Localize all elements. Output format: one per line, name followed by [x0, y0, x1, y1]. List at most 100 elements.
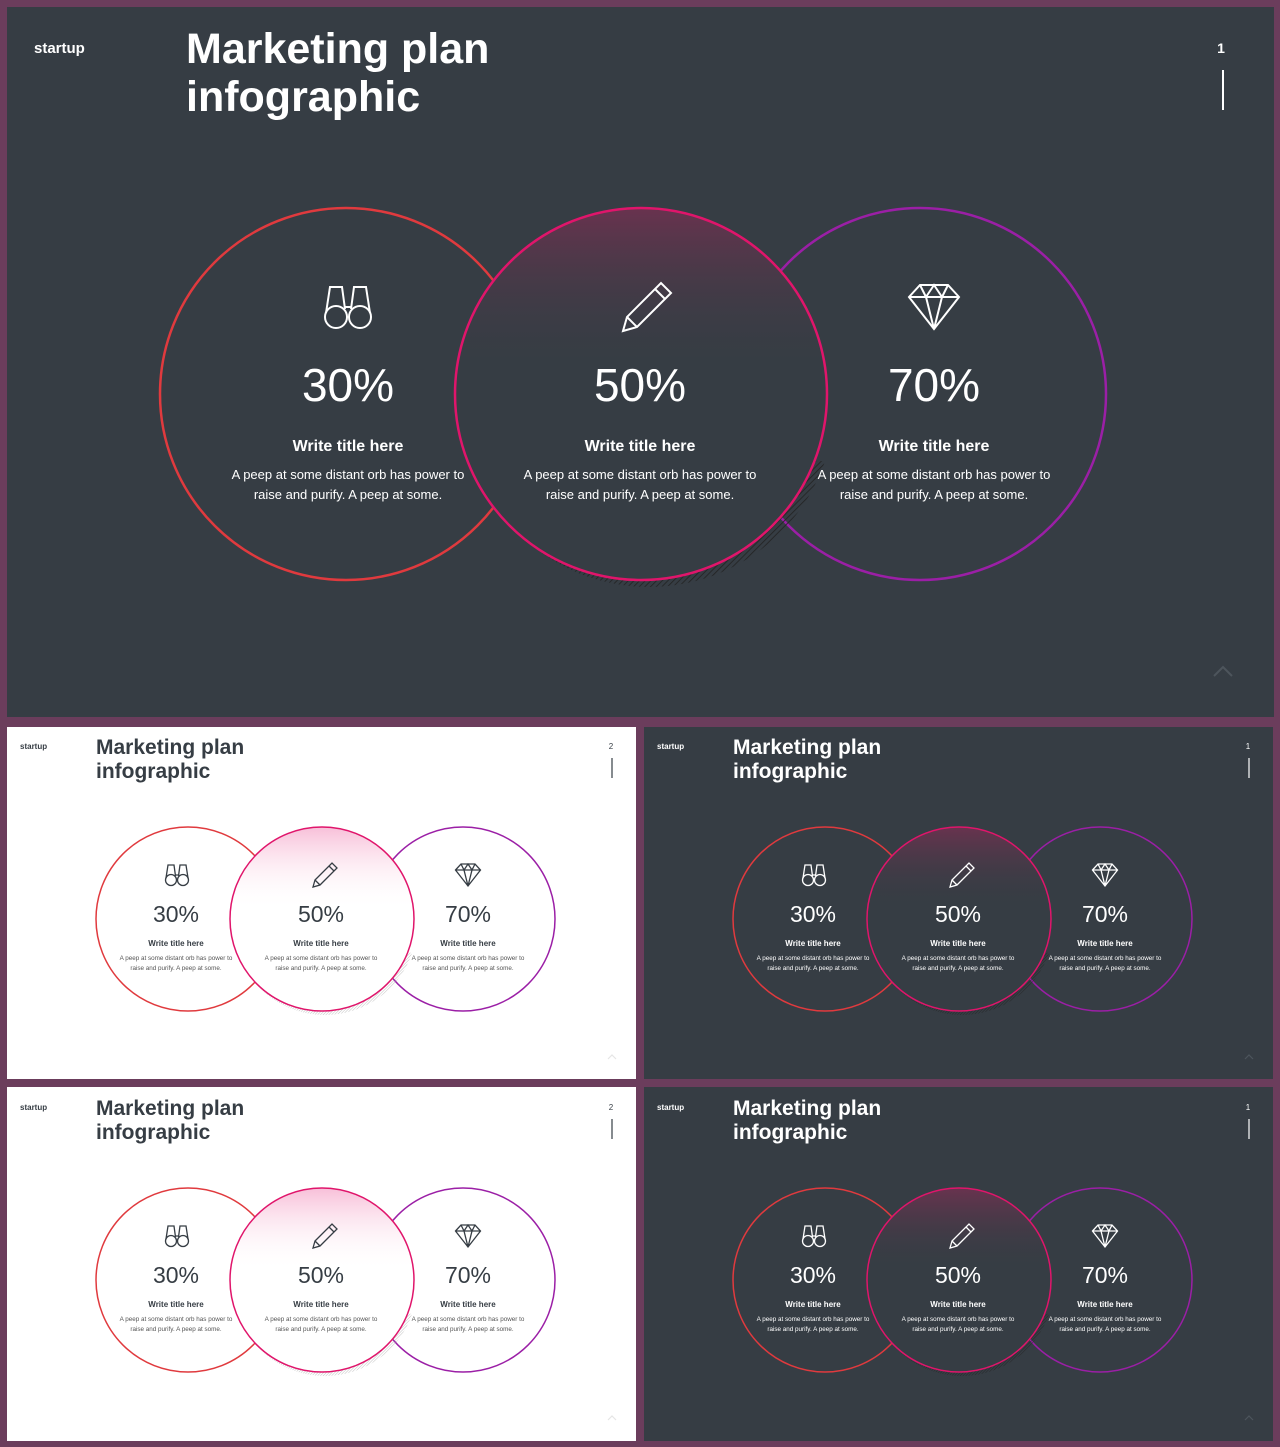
item-title: Write title here — [1077, 939, 1133, 948]
item-text-line2: raise and purify. A peep at some. — [254, 487, 442, 502]
slide-canvas: startup Marketing plan infographic 1 30%… — [657, 1097, 1254, 1421]
item-text-line1: A peep at some distant orb has power to — [902, 1316, 1015, 1323]
page-number: 1 — [1217, 40, 1225, 56]
slide-title-line1: Marketing plan — [733, 1097, 881, 1120]
brand-label: startup — [657, 1103, 684, 1112]
binoculars-icon — [164, 1225, 190, 1248]
page-number: 1 — [1246, 742, 1251, 751]
item-text-line1: A peep at some distant orb has power to — [265, 955, 378, 962]
circle-middle — [866, 1187, 1052, 1373]
slide-title-line2: infographic — [733, 1121, 848, 1144]
pencil-icon — [949, 862, 975, 888]
item-text-line1: A peep at some distant orb has power to — [120, 955, 233, 962]
slide-thumbnail[interactable]: startup Marketing plan infographic 1 30%… — [644, 1087, 1273, 1441]
item-title: Write title here — [293, 438, 404, 455]
item-text-line2: raise and purify. A peep at some. — [422, 965, 513, 972]
diamond-icon — [1091, 1223, 1119, 1249]
scroll-up-icon[interactable] — [1244, 1415, 1254, 1421]
brand-label: startup — [34, 40, 85, 57]
binoculars-icon — [324, 286, 372, 329]
circle-middle — [229, 1187, 415, 1373]
diamond-icon — [907, 283, 961, 331]
scroll-up-icon[interactable] — [1244, 1054, 1254, 1060]
slide-canvas: startup Marketing plan infographic 1 30%… — [657, 736, 1254, 1060]
scroll-up-icon[interactable] — [1213, 665, 1233, 677]
percent-value: 30% — [790, 901, 836, 927]
slide-title-line1: Marketing plan — [733, 736, 881, 759]
pencil-icon — [312, 862, 338, 888]
item-text-line2: raise and purify. A peep at some. — [275, 965, 366, 972]
item-title: Write title here — [440, 1300, 496, 1309]
item-text-line2: raise and purify. A peep at some. — [767, 965, 858, 972]
item-text-line2: raise and purify. A peep at some. — [422, 1326, 513, 1333]
item-text-line2: raise and purify. A peep at some. — [912, 1326, 1003, 1333]
item-text-line1: A peep at some distant orb has power to — [265, 1316, 378, 1323]
item-text-line1: A peep at some distant orb has power to — [412, 955, 525, 962]
slide-title-line2: infographic — [96, 760, 211, 783]
slide-title-line1: Marketing plan — [96, 736, 244, 759]
item-text-line2: raise and purify. A peep at some. — [1059, 1326, 1150, 1333]
pencil-icon — [949, 1223, 975, 1249]
item-title: Write title here — [148, 939, 204, 948]
item-title: Write title here — [1077, 1300, 1133, 1309]
percent-value: 50% — [935, 901, 981, 927]
venn-group — [95, 826, 556, 1016]
venn-group — [158, 206, 1108, 587]
slide-thumbnail[interactable]: startup Marketing plan infographic 2 30%… — [7, 1087, 636, 1441]
slide-canvas: startup Marketing plan infographic 2 30%… — [20, 1097, 617, 1421]
percent-value: 70% — [888, 359, 980, 411]
percent-value: 30% — [302, 359, 394, 411]
binoculars-icon — [164, 864, 190, 887]
venn-group — [95, 1187, 556, 1377]
item-text-line2: raise and purify. A peep at some. — [840, 487, 1028, 502]
percent-value: 30% — [790, 1262, 836, 1288]
item-text-line1: A peep at some distant orb has power to — [757, 1316, 870, 1323]
item-title: Write title here — [879, 438, 990, 455]
slide-title-line2: infographic — [96, 1121, 211, 1144]
item-title: Write title here — [930, 939, 986, 948]
diamond-icon — [454, 862, 482, 888]
pencil-icon — [621, 281, 673, 333]
scroll-up-icon[interactable] — [607, 1415, 617, 1421]
item-title: Write title here — [293, 939, 349, 948]
slide-canvas: startup Marketing plan infographic 1 30%… — [34, 25, 1233, 677]
brand-label: startup — [20, 742, 47, 751]
item-text-line1: A peep at some distant orb has power to — [902, 955, 1015, 962]
binoculars-icon — [801, 1225, 827, 1248]
item-title: Write title here — [293, 1300, 349, 1309]
percent-value: 70% — [445, 1262, 491, 1288]
circle-middle — [866, 826, 1052, 1012]
item-text-line2: raise and purify. A peep at some. — [912, 965, 1003, 972]
item-text-line2: raise and purify. A peep at some. — [546, 487, 734, 502]
brand-label: startup — [20, 1103, 47, 1112]
percent-value: 50% — [298, 901, 344, 927]
item-text-line1: A peep at some distant orb has power to — [818, 467, 1051, 482]
slide-main: startup Marketing plan infographic 1 30%… — [7, 7, 1274, 717]
slide-title-line1: Marketing plan — [96, 1097, 244, 1120]
item-title: Write title here — [440, 939, 496, 948]
item-text-line2: raise and purify. A peep at some. — [130, 965, 221, 972]
scroll-up-icon[interactable] — [607, 1054, 617, 1060]
item-title: Write title here — [930, 1300, 986, 1309]
diamond-icon — [1091, 862, 1119, 888]
page-number: 2 — [609, 742, 614, 751]
item-text-line1: A peep at some distant orb has power to — [232, 467, 465, 482]
pencil-icon — [312, 1223, 338, 1249]
slide-canvas: startup Marketing plan infographic 2 30%… — [20, 736, 617, 1060]
binoculars-icon — [801, 864, 827, 887]
item-text-line1: A peep at some distant orb has power to — [757, 955, 870, 962]
slide-thumbnail[interactable]: startup Marketing plan infographic 2 30%… — [7, 727, 636, 1079]
item-text-line1: A peep at some distant orb has power to — [1049, 1316, 1162, 1323]
item-text-line2: raise and purify. A peep at some. — [130, 1326, 221, 1333]
percent-value: 50% — [298, 1262, 344, 1288]
percent-value: 70% — [1082, 901, 1128, 927]
venn-group — [732, 826, 1193, 1016]
venn-group — [732, 1187, 1193, 1377]
percent-value: 30% — [153, 901, 199, 927]
item-title: Write title here — [585, 438, 696, 455]
slide-title-line2: infographic — [186, 73, 420, 121]
page-number: 2 — [609, 1103, 614, 1112]
slide-thumbnail[interactable]: startup Marketing plan infographic 1 30%… — [644, 727, 1273, 1079]
item-text-line2: raise and purify. A peep at some. — [767, 1326, 858, 1333]
item-text-line2: raise and purify. A peep at some. — [275, 1326, 366, 1333]
